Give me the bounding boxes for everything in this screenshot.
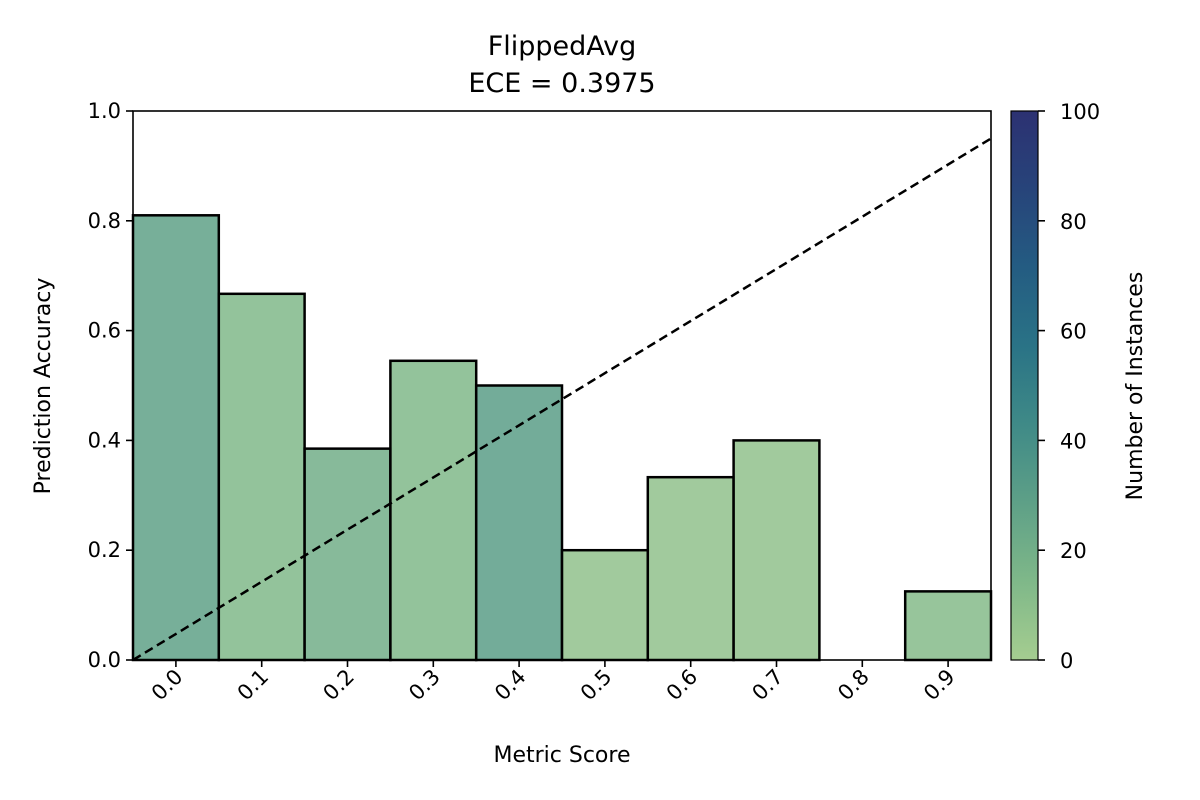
bar-0.6 (646, 475, 735, 662)
bar-0.2 (303, 447, 392, 662)
chart-title: FlippedAvg (488, 31, 637, 62)
y-tick-label: 0.2 (88, 538, 121, 562)
plot-area (131, 110, 993, 662)
chart-subtitle: ECE = 0.3975 (468, 68, 655, 99)
y-tick-label: 0.6 (88, 319, 121, 343)
colorbar-tick-label: 100 (1060, 100, 1100, 124)
x-axis-label: Metric Score (493, 743, 630, 768)
x-tick-label: 0.5 (576, 665, 617, 706)
x-tick-label: 0.1 (233, 665, 274, 706)
colorbar: 0 20 40 60 80 100 (1010, 100, 1100, 673)
x-axis-ticks: 0.0 0.1 0.2 0.3 0.4 0.5 0.6 0.7 0.8 0.9 (147, 660, 960, 705)
bar-0.1 (217, 292, 306, 662)
x-tick-label: 0.0 (147, 665, 188, 706)
y-tick-label: 0.4 (88, 428, 121, 452)
x-tick-label: 0.3 (404, 665, 445, 706)
colorbar-tick-label: 60 (1060, 320, 1087, 344)
bar-0.3 (389, 359, 478, 662)
colorbar-tick-label: 20 (1060, 539, 1087, 563)
plot-frame (132, 110, 992, 661)
y-tick-label: 0.0 (88, 648, 121, 672)
x-tick-label: 0.9 (919, 665, 960, 706)
x-tick-label: 0.4 (490, 665, 531, 706)
x-tick-label: 0.2 (318, 665, 359, 706)
colorbar-label: Number of Instances (1123, 272, 1148, 501)
x-tick-label: 0.7 (747, 665, 788, 706)
bar-0.9 (903, 590, 993, 662)
y-axis-ticks: 0.0 0.2 0.4 0.6 0.8 1.0 (88, 99, 133, 672)
y-axis-label: Prediction Accuracy (31, 278, 56, 495)
bar-0.0 (131, 214, 221, 662)
x-tick-label: 0.8 (833, 665, 874, 706)
colorbar-tick-label: 0 (1060, 649, 1073, 673)
y-tick-label: 1.0 (88, 99, 121, 123)
bar-0.4 (474, 384, 564, 662)
y-tick-label: 0.8 (88, 209, 121, 233)
bar-0.5 (560, 548, 650, 662)
bar-0.7 (732, 439, 821, 662)
colorbar-tick-label: 40 (1060, 429, 1087, 453)
x-tick-label: 0.6 (662, 665, 703, 706)
colorbar-tick-label: 80 (1060, 210, 1087, 234)
colorbar-gradient (1010, 110, 1039, 661)
